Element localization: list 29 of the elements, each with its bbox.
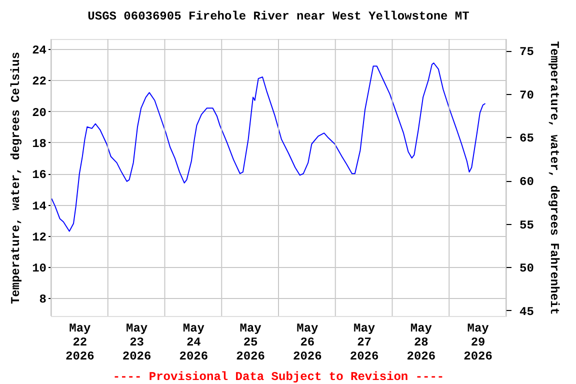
x-tick-label: May 25 2026 — [236, 322, 265, 364]
y-tick-label: 16 — [32, 168, 46, 182]
x-tick-label: May 24 2026 — [179, 322, 208, 364]
y-tick-label: 20 — [32, 106, 46, 120]
y-tick-label: 14 — [32, 199, 46, 214]
y2-tick-label: 55 — [520, 218, 534, 232]
y-tick-label: 10 — [32, 262, 46, 276]
x-tick-label: May 23 2026 — [122, 322, 152, 364]
y-tick-label: 24 — [32, 43, 46, 58]
x-tick-label: May 29 2026 — [464, 322, 492, 364]
y2-tick-label: 60 — [520, 175, 534, 190]
chart-title: USGS 06036905 Firehole River near West Yellowstone MT — [88, 9, 470, 24]
x-tick-label: May 28 2026 — [406, 322, 436, 364]
y2-tick-label: 50 — [520, 262, 534, 276]
y-tick-label: 12 — [32, 230, 46, 244]
text: ---- Provisional Data Subject to Revision ---- — [112, 370, 444, 384]
line-series — [51, 62, 486, 232]
y-tick-label: 18 — [32, 136, 46, 151]
y-axis-title: Temperature, water, degrees Celsius — [9, 52, 24, 304]
y2-axis-title: Temperature, water, degrees Fahrenheit — [546, 41, 561, 315]
x-tick-label: May 26 2026 — [293, 322, 322, 364]
y-tick-label: 8 — [39, 292, 46, 307]
x-tick-label: May 27 2026 — [350, 322, 379, 364]
y-tick-label: 22 — [32, 74, 46, 89]
x-tick-label: May 22 2026 — [66, 322, 94, 364]
y2-tick-label: 45 — [520, 304, 534, 319]
y2-tick-label: 70 — [520, 88, 534, 102]
y2-tick-label: 75 — [520, 45, 534, 60]
y2-tick-label: 65 — [520, 132, 534, 146]
